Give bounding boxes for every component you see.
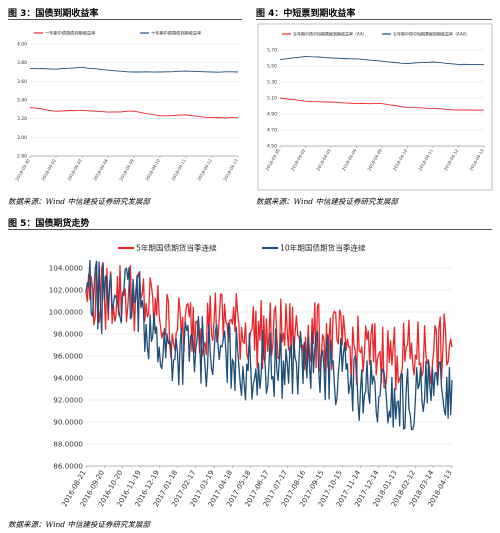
fig4-legend-label-1: 五年期中债中短期票据到期收益率（AA） xyxy=(293,30,367,36)
fig3-xtick-label: 2018-04-13 xyxy=(222,158,239,182)
fig4-ytick-label: 4.50 xyxy=(267,144,277,150)
fig5-source: 数据来源：Wind 中信建投证券研究发展部 xyxy=(8,520,150,529)
fig3-xtick-label: 2018-03-30 xyxy=(14,158,31,182)
fig5-ytick-label: 86.0000 xyxy=(53,462,83,471)
fig4-xtick-label: 2018-04-09 xyxy=(366,148,383,172)
fig4-ytick-label: 4.70 xyxy=(267,128,277,134)
fig4-ytick-label: 5.50 xyxy=(267,64,277,70)
fig4-legend-label-2: 五年期中债中短期票据到期收益率（AAA） xyxy=(393,30,469,36)
fig4-title: 图 4：中短票到期收益率 xyxy=(256,9,356,19)
fig4-xtick-label: 2018-04-11 xyxy=(417,148,434,172)
fig3-xtick-label: 2018-04-12 xyxy=(196,158,213,182)
fig5-ytick-label: 90.0000 xyxy=(53,418,83,427)
fig5-ytick-label: 104.0000 xyxy=(49,264,84,273)
fig4-ytick-label: 5.10 xyxy=(267,96,277,102)
fig5-ytick-label: 94.0000 xyxy=(53,374,83,383)
fig3-xtick-label: 2018-04-09 xyxy=(118,158,135,182)
fig3-series-line-2 xyxy=(29,66,239,73)
fig4-xtick-label: 2018-04-13 xyxy=(468,148,485,172)
fig3-series-line-1 xyxy=(29,107,239,119)
fig3-ytick-label: 4.00 xyxy=(17,42,27,48)
fig5-chart: 104.0000 102.0000 100.0000 98.0000 96.0000 94… xyxy=(49,243,454,509)
fig5-legend-label-1: 5年期国债期货当季连续 xyxy=(136,243,217,253)
fig5-ytick-label: 100.0000 xyxy=(49,308,84,317)
fig3-legend-label-1: 一年期中债国债到期收益率 xyxy=(45,30,95,37)
fig5-ytick-label: 102.0000 xyxy=(49,286,84,295)
fig3-xtick-label: 2018-04-03 xyxy=(66,158,83,182)
fig4-xtick-label: 2018-04-02 xyxy=(290,148,307,172)
fig3-legend-label-2: 十年期中债国债到期收益率 xyxy=(151,30,201,37)
fig4-xtick-label: 2018-03-30 xyxy=(264,148,281,172)
fig4-xtick-label: 2018-04-10 xyxy=(392,148,409,172)
fig5-title: 图 5：国债期货走势 xyxy=(8,219,90,229)
fig5-ytick-label: 92.0000 xyxy=(53,396,83,405)
fig3-xtick-label: 2018-04-04 xyxy=(92,158,109,182)
fig4-title-rule xyxy=(256,19,492,20)
fig3-title: 图 3：国债到期收益率 xyxy=(8,9,99,19)
fig4-series-line-1 xyxy=(279,97,485,111)
fig3-title-rule xyxy=(8,19,242,20)
fig4-ytick-label: 5.70 xyxy=(267,48,277,54)
fig3-ytick-label: 3.20 xyxy=(17,116,27,122)
fig4-ytick-label: 4.90 xyxy=(267,112,277,118)
fig4-source: 数据来源：Wind 中信建投证券研究发展部 xyxy=(256,197,398,206)
fig5-legend-label-2: 10年期国债期货当季连续 xyxy=(280,243,366,253)
fig3-xtick-label: 2018-04-10 xyxy=(144,158,161,182)
fig5-ytick-label: 96.0000 xyxy=(53,352,83,361)
fig3-xtick-label: 2018-04-11 xyxy=(170,158,187,182)
fig4-series-line-2 xyxy=(279,55,485,66)
fig3-ytick-label: 3.40 xyxy=(17,98,27,104)
fig5-ytick-label: 88.0000 xyxy=(53,440,83,449)
fig3-ytick-label: 3.60 xyxy=(17,79,27,85)
fig3-xtick-label: 2018-04-02 xyxy=(40,158,57,182)
fig4-xtick-label: 2018-04-04 xyxy=(341,148,358,172)
fig3-ytick-label: 3.80 xyxy=(17,60,27,66)
fig5-series-line-1 xyxy=(85,261,453,391)
fig5-ytick-label: 98.0000 xyxy=(53,330,83,339)
fig5-title-rule xyxy=(8,229,492,230)
fig3-ytick-label: 3.00 xyxy=(17,135,27,141)
fig3-source: 数据来源：Wind 中信建投证券研究发展部 xyxy=(8,197,150,206)
fig3-ytick-label: 2.80 xyxy=(17,154,27,160)
fig4-xtick-label: 2018-04-03 xyxy=(315,148,332,172)
fig5-series-line-2 xyxy=(85,260,453,431)
fig4-xtick-label: 2018-04-12 xyxy=(443,148,460,172)
fig4-frame xyxy=(257,23,493,191)
fig4-ytick-label: 5.30 xyxy=(267,80,277,86)
